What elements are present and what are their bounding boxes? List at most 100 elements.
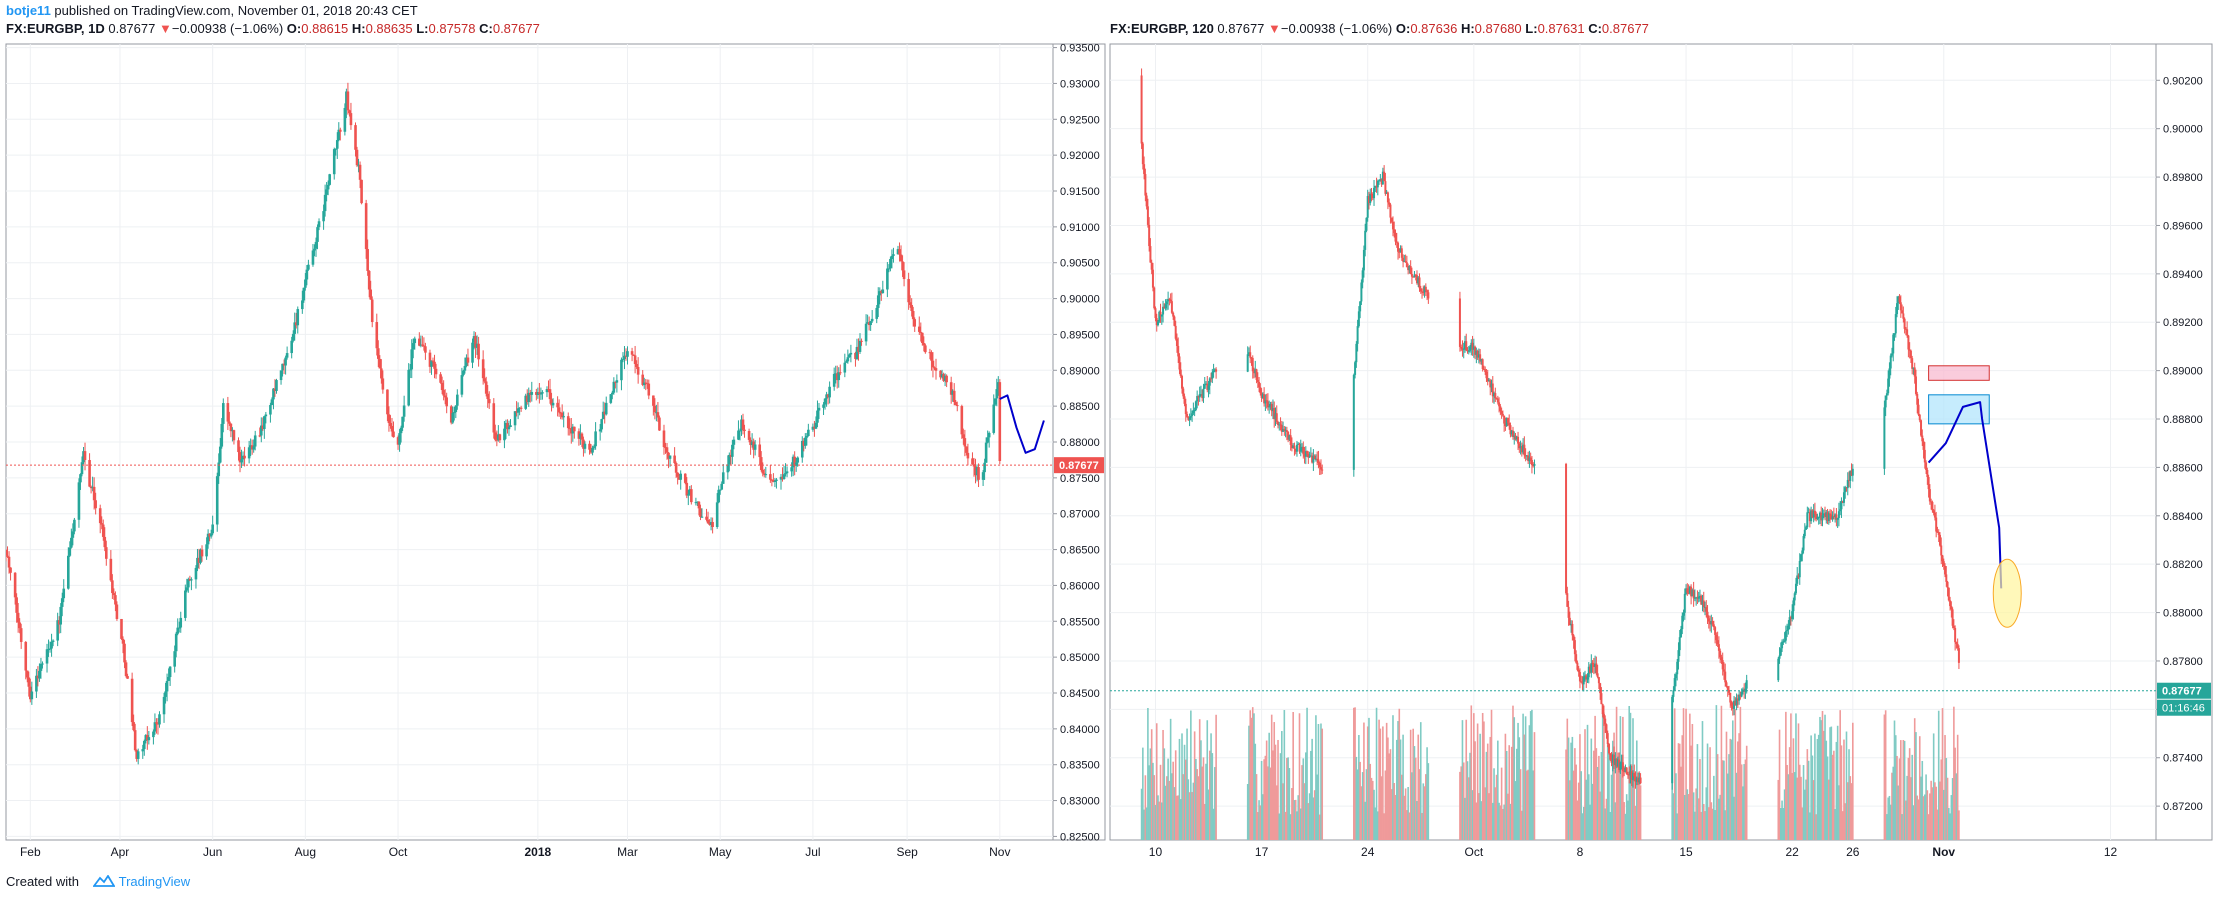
candle-body	[1796, 575, 1799, 584]
volume-bar	[1713, 775, 1715, 840]
candle-body	[24, 641, 28, 671]
candle-body	[1280, 425, 1283, 432]
candle-body	[1793, 593, 1796, 601]
candle-body	[334, 148, 338, 150]
candle-body	[1279, 424, 1282, 426]
volume-bar	[1373, 789, 1375, 840]
volume-bar	[1949, 813, 1951, 840]
volume-bar	[1907, 757, 1910, 840]
candle-body	[644, 382, 648, 384]
volume-bar	[1513, 717, 1516, 840]
volume-bar	[1147, 707, 1149, 840]
candle-body	[1254, 369, 1257, 374]
volume-bar	[1585, 779, 1588, 840]
candle-body	[79, 474, 82, 483]
volume-bar	[1603, 712, 1605, 840]
candle-body	[1784, 631, 1787, 641]
volume-bar	[1202, 757, 1205, 840]
candle-body	[1825, 512, 1828, 517]
candle-body	[769, 474, 772, 480]
candle-body	[1311, 455, 1314, 463]
y-tick-label: 0.87800	[2163, 656, 2203, 668]
candle-body	[56, 620, 59, 641]
candle-body	[1818, 512, 1821, 517]
volume-bar	[1638, 771, 1641, 840]
candle-body	[1610, 759, 1613, 763]
volume-bar	[1627, 800, 1629, 840]
volume-bar	[1318, 814, 1321, 840]
volume-bar	[1208, 750, 1211, 840]
volume-bar	[1728, 754, 1730, 840]
volume-bar	[1198, 719, 1201, 840]
candle-body	[1937, 532, 1940, 535]
candle-body	[1359, 301, 1362, 312]
volume-bar	[1162, 729, 1164, 840]
volume-bar	[1609, 811, 1612, 840]
candle-body	[317, 221, 321, 228]
candle-body	[144, 735, 148, 741]
candle-body	[764, 474, 768, 476]
open-value: 0.87636	[1410, 21, 1458, 36]
volume-bar	[1408, 812, 1411, 840]
volume-bar	[1699, 759, 1701, 840]
candle-body	[1803, 529, 1806, 537]
candle-body	[474, 336, 477, 348]
volume-bar	[1305, 752, 1307, 840]
volume-bar	[1852, 722, 1854, 840]
candle-body	[857, 346, 860, 352]
candle-body	[568, 428, 572, 430]
candle-body	[721, 472, 725, 484]
candle-body	[1568, 617, 1571, 626]
y-tick-label: 0.89600	[2163, 220, 2203, 232]
candle-body	[1172, 312, 1175, 317]
candle-body	[208, 533, 211, 537]
volume-bar	[1301, 765, 1303, 840]
volume-bar	[1635, 740, 1638, 840]
volume-bar	[1406, 810, 1408, 840]
candle-body	[370, 299, 374, 323]
chart-pane-1: 0.935000.930000.925000.920000.915000.910…	[5, 43, 1106, 859]
candle-body	[519, 407, 523, 409]
tradingview-link[interactable]: TradingView	[118, 874, 191, 889]
candle-body	[1940, 545, 1943, 556]
candle-body	[1798, 560, 1801, 578]
last-price-label: 0.87677	[2162, 686, 2202, 698]
candle-body	[1779, 648, 1782, 656]
volume-bar	[1462, 762, 1465, 840]
candle-body	[252, 446, 255, 450]
volume-bar	[1780, 808, 1782, 840]
candle-body	[1597, 677, 1600, 684]
candle-body	[88, 460, 91, 487]
candle-body	[1786, 629, 1789, 632]
volume-bar	[1509, 803, 1512, 840]
y-tick-label: 0.88000	[2163, 608, 2203, 620]
candle-body	[1297, 443, 1300, 445]
candle-body	[103, 536, 107, 548]
candle-body	[1935, 517, 1938, 532]
candle-body	[36, 675, 40, 679]
candle-body	[1589, 666, 1592, 673]
candle-body	[1624, 767, 1627, 772]
candle-body	[955, 405, 959, 407]
candle-body	[1908, 349, 1911, 351]
x-tick-label: 22	[1785, 845, 1799, 859]
candle-body	[1572, 635, 1575, 641]
candle-body	[1408, 266, 1411, 271]
volume-bar	[1795, 713, 1797, 840]
author-link[interactable]: botje11	[6, 3, 51, 18]
candle-body	[1625, 767, 1628, 775]
candle-body	[1402, 257, 1405, 262]
candle-body	[130, 678, 134, 723]
volume-bar	[1380, 776, 1383, 840]
candle-body	[729, 454, 733, 457]
candle-body	[465, 357, 468, 366]
volume-bar	[1183, 744, 1186, 840]
candle-body	[71, 531, 75, 538]
candle-body	[1710, 621, 1713, 625]
volume-bar	[1370, 777, 1373, 840]
candle-body	[67, 555, 70, 589]
volume-bar	[1485, 751, 1488, 840]
volume-bar	[1948, 807, 1950, 840]
candle-body	[551, 402, 555, 406]
